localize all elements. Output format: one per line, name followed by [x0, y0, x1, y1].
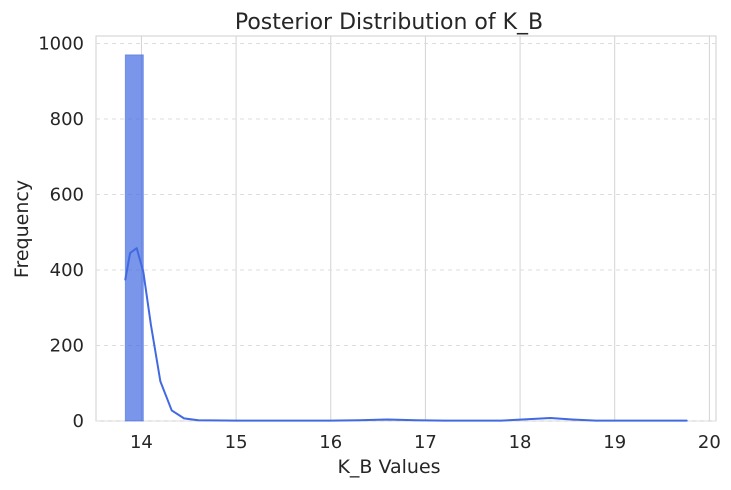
y-tick-label: 600	[50, 185, 84, 206]
y-axis-label: Frequency	[11, 180, 33, 278]
y-tick-label: 800	[50, 109, 84, 130]
chart-title: Posterior Distribution of K_B	[235, 10, 543, 35]
x-tick-label: 17	[414, 432, 437, 453]
plot-frame	[95, 35, 717, 422]
histogram-bar	[124, 54, 144, 422]
kde-line	[124, 247, 688, 422]
bars-layer	[124, 54, 144, 422]
x-ticks-layer: 14 15 16 17 18 19 20	[130, 432, 721, 453]
x-tick-label: 14	[130, 432, 153, 453]
x-axis-label: K_B Values	[337, 456, 440, 478]
y-tick-label: 400	[50, 260, 84, 281]
y-tick-label: 0	[73, 411, 84, 432]
plot-area: 14 15 16 17 18 19 20 0 200 400 600 800 1000	[38, 34, 721, 453]
x-tick-label: 20	[698, 432, 721, 453]
x-tick-label: 15	[225, 432, 248, 453]
x-tick-label: 19	[603, 432, 626, 453]
x-tick-label: 16	[319, 432, 342, 453]
y-ticks-layer: 0 200 400 600 800 1000	[38, 34, 84, 432]
y-tick-label: 1000	[38, 34, 84, 55]
y-tick-label: 200	[50, 336, 84, 357]
x-tick-label: 18	[509, 432, 532, 453]
